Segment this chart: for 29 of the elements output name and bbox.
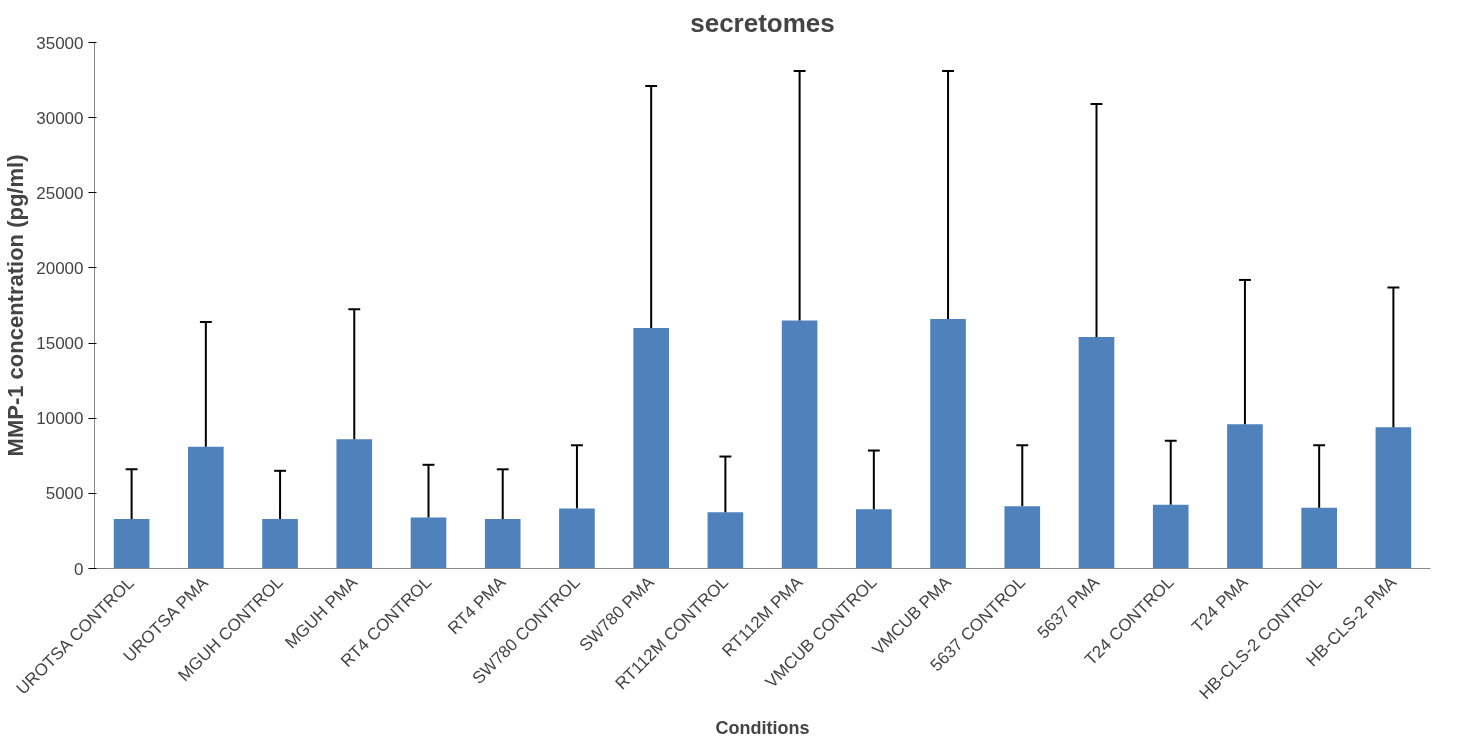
bar	[1227, 424, 1263, 569]
y-axis-title: MMP-1 concentration (pg/ml)	[3, 154, 29, 457]
y-tick-label: 0	[74, 559, 84, 579]
bar	[484, 518, 521, 569]
bar	[856, 509, 892, 569]
bar	[336, 439, 373, 569]
bar	[781, 320, 818, 569]
bar	[1301, 507, 1337, 569]
bar	[113, 518, 150, 569]
bar	[1078, 337, 1115, 569]
bar	[930, 319, 966, 569]
bar	[262, 518, 298, 569]
y-tick-label: 15000	[36, 334, 84, 354]
bar	[633, 328, 669, 569]
y-tick-label: 5000	[45, 484, 84, 504]
y-tick-label: 30000	[36, 108, 84, 128]
bar	[1375, 427, 1412, 569]
bar	[559, 508, 595, 569]
bar	[188, 446, 224, 569]
bar	[1152, 504, 1189, 569]
y-tick-label: 20000	[36, 258, 84, 278]
bar	[707, 512, 744, 569]
bar	[1004, 506, 1041, 569]
chart-title: secretomes	[690, 7, 835, 38]
bar	[410, 517, 447, 569]
y-tick-label: 25000	[36, 183, 84, 203]
x-axis-title: Conditions	[715, 717, 810, 738]
y-tick-label: 10000	[36, 409, 84, 429]
y-tick-label: 35000	[36, 33, 84, 53]
